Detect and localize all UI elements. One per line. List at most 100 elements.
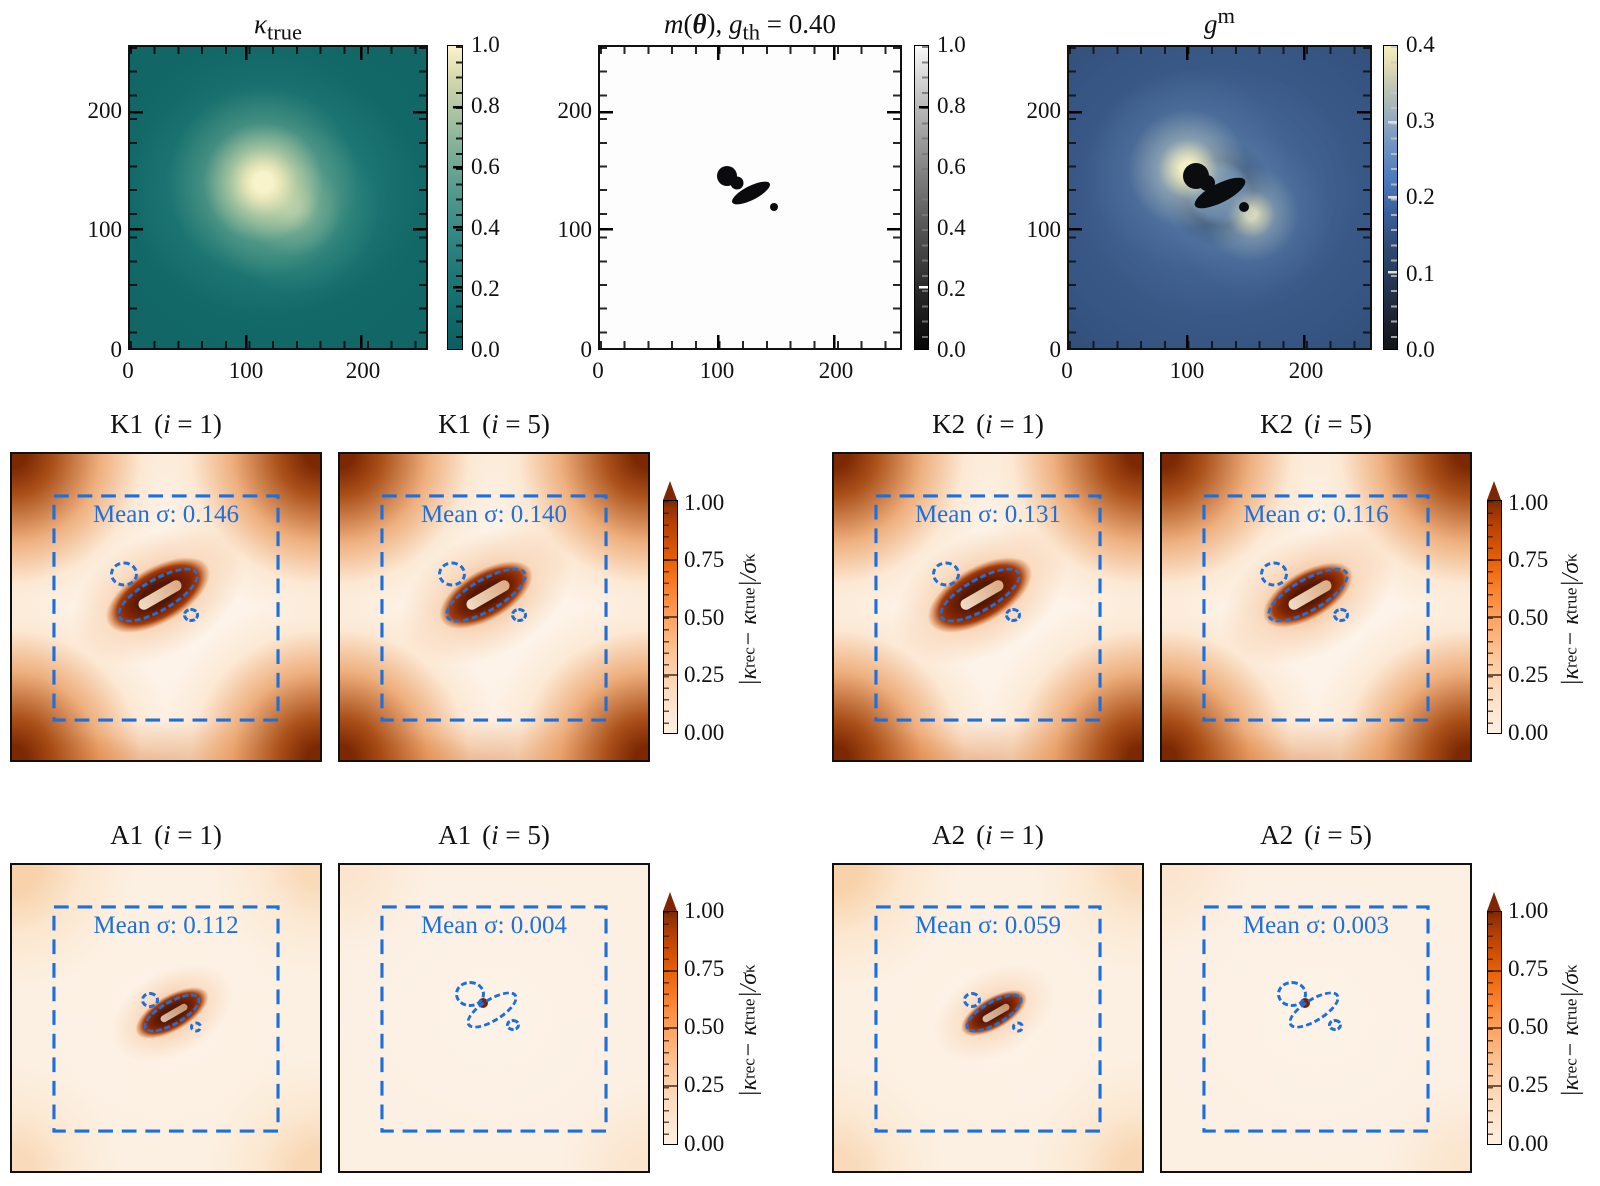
colorbar-mask [914,45,929,350]
cbar-tick-label: 0.75 [1508,956,1549,981]
x-tick-label: 0 [122,358,134,383]
mean-sigma-annotation: Mean σ: 0.059 [914,912,1062,939]
panel-title-K2-i5: K2 (i = 5) [1260,409,1372,439]
colorbar-residual-A-left [663,911,678,1145]
analysis-region-box [52,494,280,722]
cbar-tick-label: 0.0 [471,337,500,362]
mask-contour-dot [1005,607,1022,622]
y-tick-label: 0 [110,337,123,362]
mean-sigma-annotation: Mean σ: 0.112 [93,912,239,939]
heatmap-K2-i5: Mean σ: 0.116 [1160,452,1472,762]
colorbar-kappa-true [447,45,463,350]
heatmap-gm [1067,45,1372,350]
cbar-tick-label: 0.00 [1508,720,1549,745]
heatmap-mask [598,45,902,350]
mask-contour-circle [1260,561,1289,587]
mean-sigma-annotation: Mean σ: 0.131 [914,501,1062,528]
panel-title-K1-i1: K1 (i = 1) [110,409,222,439]
residual-dark-spot [1300,997,1311,1008]
x-tick-label: 100 [1169,358,1205,383]
cbar-tick-label: 0.0 [1406,337,1435,362]
heatmap-K2-i1: Mean σ: 0.131 [832,452,1144,762]
mask-contour-circle [141,992,160,1009]
colorbar-residual-A-right [1487,911,1502,1145]
cbar-tick-label: 1.00 [684,898,725,923]
x-tick-label: 0 [592,358,604,383]
mask-contour-circle [110,561,139,587]
panel-title-K2-i1: K2 (i = 1) [932,409,1044,439]
mask-contour-circle [1277,980,1308,1007]
analysis-region-box [1202,494,1430,722]
mask-contour-dot [1328,1018,1343,1031]
y-tick-label: 200 [87,98,123,123]
colorbar-extend-arrow [1487,892,1501,911]
cbar-tick-label: 0.75 [684,547,725,572]
mask-contour-circle [932,561,961,587]
cbar-tick-label: 1.0 [937,32,966,57]
y-tick-label: 200 [557,98,593,123]
cbar-tick-label: 0.00 [1508,1131,1549,1156]
colorbar-residual-K-right [1487,500,1502,734]
cbar-tick-label: 0.6 [937,154,966,179]
mask-contour-dot [1012,1021,1025,1033]
x-tick-label: 200 [818,358,854,383]
mask-blob-mid [730,176,744,190]
colorbar-axis-label: |κ rec − κ true |/σ κ [736,553,762,687]
colorbar-axis-label: |κ rec − κ true |/σ κ [1558,553,1584,687]
colorbar-gm [1383,45,1398,350]
mask-contour-circle [455,980,486,1007]
cbar-tick-label: 0.8 [937,93,966,118]
cbar-tick-label: 1.00 [684,490,725,515]
cbar-tick-label: 0.50 [684,605,725,630]
heatmap-K1-i1: Mean σ: 0.146 [10,452,322,762]
mask-blob-tail [770,203,778,212]
mask-contour-dot [506,1018,521,1031]
mean-sigma-annotation: Mean σ: 0.146 [92,501,240,528]
cbar-tick-label: 0.4 [1406,32,1435,57]
cbar-tick-label: 0.00 [684,720,725,745]
mean-sigma-annotation: Mean σ: 0.003 [1242,912,1390,939]
analysis-region-box [874,905,1102,1133]
kappa-symbol: κ [254,9,267,39]
heatmap-kappa-true [128,45,428,350]
y-tick-label: 100 [1026,217,1062,242]
colorbar-extend-arrow [663,892,677,911]
mask-contour-dot [190,1021,203,1033]
cbar-tick-label: 0.1 [1406,261,1435,286]
heatmap-K1-i5: Mean σ: 0.140 [338,452,650,762]
panel-title-gm: gm [1203,3,1235,39]
analysis-region-box [52,905,280,1133]
analysis-region-box [380,905,608,1133]
cbar-tick-label: 0.75 [684,956,725,981]
cbar-tick-label: 1.00 [1508,490,1549,515]
x-tick-label: 100 [699,358,735,383]
mean-sigma-annotation: Mean σ: 0.116 [1243,501,1389,528]
panel-title-K1-i5: K1 (i = 5) [438,409,550,439]
y-tick-label: 200 [1026,98,1062,123]
y-tick-label: 0 [1049,337,1062,362]
colorbar-residual-K-left [663,500,678,734]
cbar-tick-label: 0.8 [471,93,500,118]
cbar-tick-label: 0.4 [471,215,500,240]
cbar-tick-label: 0.2 [1406,184,1435,209]
heatmap-A2-i5: Mean σ: 0.003 [1160,863,1472,1173]
mean-sigma-annotation: Mean σ: 0.004 [420,912,568,939]
cbar-tick-label: 0.4 [937,215,966,240]
analysis-region-box [874,494,1102,722]
y-tick-label: 0 [580,337,593,362]
cbar-tick-label: 0.0 [937,337,966,362]
mask-contour-dot [183,607,200,622]
cbar-tick-label: 0.25 [1508,1072,1549,1097]
mask-blob-tail [1238,202,1249,213]
x-tick-label: 200 [1288,358,1324,383]
panel-title-A1-i5: A1 (i = 5) [438,820,550,850]
cbar-tick-label: 0.6 [471,154,500,179]
panel-title-A2-i1: A2 (i = 1) [932,820,1044,850]
panel-title-mask: m(θ), gth = 0.40 [663,9,836,45]
colorbar-extend-arrow [663,481,677,500]
panel-title-A1-i1: A1 (i = 1) [110,820,222,850]
y-tick-label: 100 [87,217,123,242]
cbar-tick-label: 0.50 [1508,605,1549,630]
cbar-tick-label: 1.0 [471,32,500,57]
